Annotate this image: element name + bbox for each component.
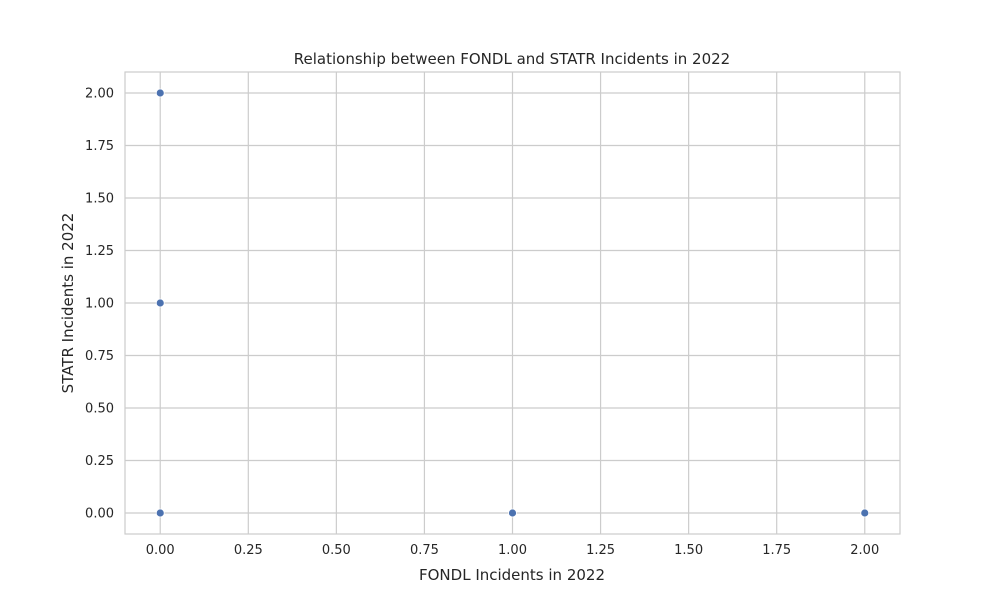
y-tick-label: 0.75 bbox=[85, 349, 114, 364]
data-points bbox=[155, 88, 870, 518]
x-axis-ticks: 0.00 0.25 0.50 0.75 1.00 1.25 1.50 1.75 2.00 bbox=[146, 543, 879, 558]
x-axis-label: FONDL Incidents in 2022 bbox=[419, 566, 605, 584]
x-tick-label: 1.00 bbox=[498, 543, 527, 558]
plot-frame bbox=[124, 71, 901, 535]
y-axis-label: STATR Incidents in 2022 bbox=[59, 213, 77, 394]
y-tick-label: 1.50 bbox=[85, 192, 114, 207]
y-tick-label: 0.00 bbox=[85, 507, 114, 522]
x-tick-label: 0.00 bbox=[146, 543, 175, 558]
x-tick-label: 2.00 bbox=[850, 543, 879, 558]
data-point bbox=[508, 508, 517, 518]
x-tick-label: 1.75 bbox=[762, 543, 791, 558]
data-point bbox=[155, 88, 165, 98]
x-tick-label: 0.75 bbox=[410, 543, 439, 558]
data-point bbox=[155, 508, 165, 518]
y-tick-label: 1.00 bbox=[85, 297, 114, 312]
y-tick-label: 1.25 bbox=[85, 244, 114, 259]
grid-lines bbox=[125, 72, 900, 534]
chart-title: Relationship between FONDL and STATR Inc… bbox=[294, 50, 730, 68]
x-tick-label: 1.50 bbox=[674, 543, 703, 558]
data-point bbox=[155, 298, 165, 308]
y-axis-ticks: 0.00 0.25 0.50 0.75 1.00 1.25 1.50 1.75 2.00 bbox=[85, 87, 114, 522]
x-tick-label: 0.50 bbox=[322, 543, 351, 558]
x-tick-label: 1.25 bbox=[586, 543, 615, 558]
y-tick-label: 0.25 bbox=[85, 454, 114, 469]
y-tick-label: 0.50 bbox=[85, 402, 114, 417]
data-point bbox=[860, 508, 870, 518]
y-tick-label: 1.75 bbox=[85, 139, 114, 154]
x-tick-label: 0.25 bbox=[234, 543, 263, 558]
y-tick-label: 2.00 bbox=[85, 87, 114, 102]
